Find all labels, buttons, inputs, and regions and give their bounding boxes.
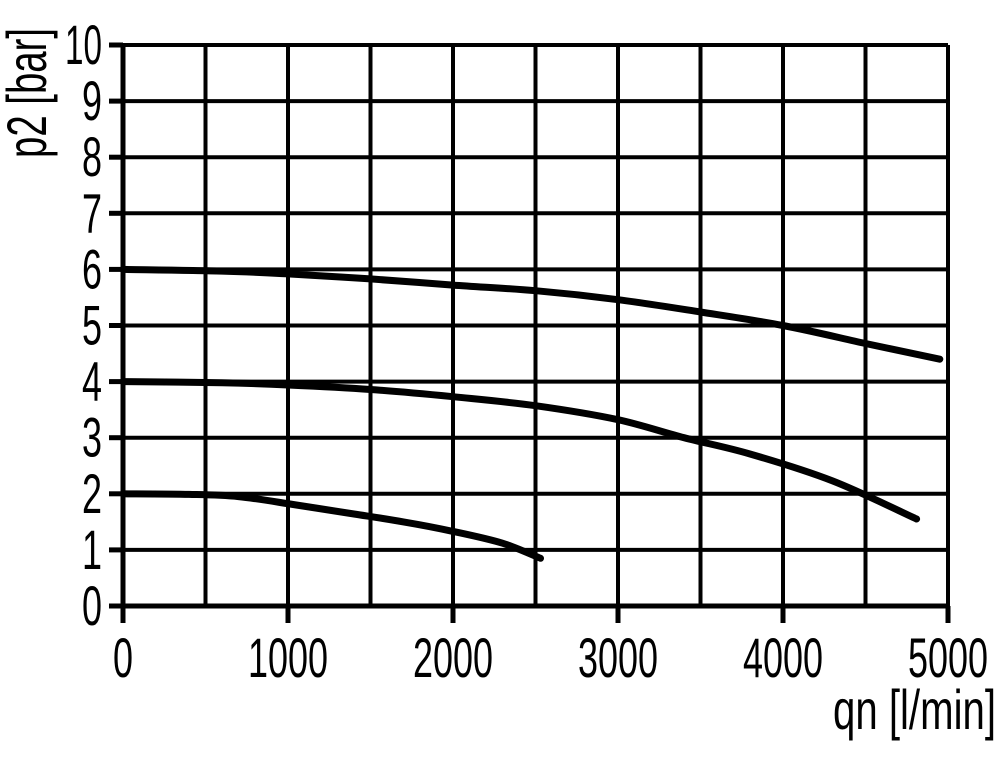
y-tick-label: 0 xyxy=(82,574,102,637)
y-tick-label: 5 xyxy=(82,294,102,357)
x-axis-title: qn [l/min] xyxy=(833,678,996,741)
y-tick-label: 4 xyxy=(82,350,102,413)
y-tick-label: 1 xyxy=(82,518,102,581)
y-tick-label: 10 xyxy=(65,13,102,76)
flow-curve-2-bar xyxy=(119,490,544,562)
y-tick-label: 6 xyxy=(82,237,102,300)
y-tick-label: 8 xyxy=(82,125,102,188)
y-tick-label: 7 xyxy=(82,181,102,244)
y-axis-title: p2 [bar] xyxy=(0,28,58,158)
x-tick-label: 2000 xyxy=(413,626,493,689)
x-tick-label: 5000 xyxy=(908,626,988,689)
y-tick-label: 3 xyxy=(82,406,102,469)
y-tick-label: 2 xyxy=(82,462,102,525)
x-tick-label: 3000 xyxy=(578,626,658,689)
x-tick-label: 1000 xyxy=(248,626,328,689)
x-tick-label: 4000 xyxy=(743,626,823,689)
flow-curve-4-bar xyxy=(119,378,921,523)
y-tick-label: 9 xyxy=(82,69,102,132)
x-tick-label: 0 xyxy=(113,626,133,689)
flow-curve-6-bar xyxy=(119,265,944,363)
